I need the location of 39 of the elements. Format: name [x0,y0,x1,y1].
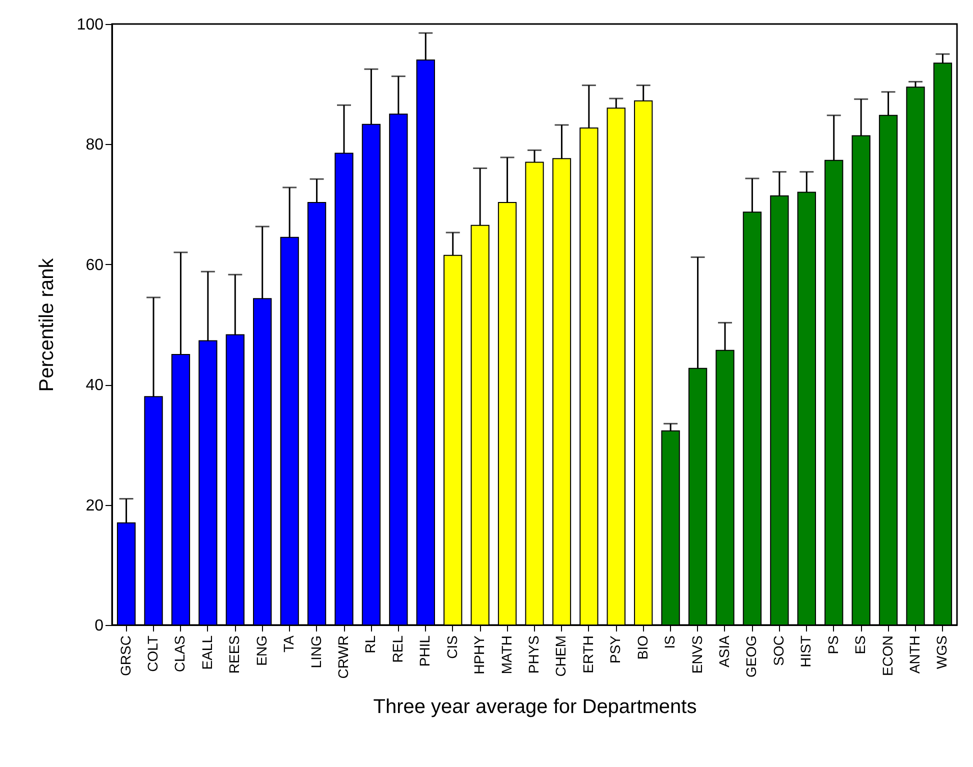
y-tick-label: 80 [86,136,104,154]
x-tick-label: RL [362,635,378,654]
y-tick-label: 20 [86,497,104,514]
x-tick-label: WGS [934,636,950,669]
y-tick-label: 40 [86,377,104,394]
x-tick-label: REES [226,636,242,674]
x-tick-label: ENG [253,636,270,666]
y-axis-title: Percentile rank [36,257,58,392]
x-tick-label: ECON [879,636,896,676]
x-tick-label: CIS [444,636,460,659]
x-tick-label: HPHY [471,634,488,674]
x-tick-label: REL [389,635,406,663]
y-tick-label: 100 [76,16,104,34]
x-tick-label: ES [852,636,868,654]
x-tick-label: IS [662,636,678,649]
x-tick-label: CLAS [172,636,188,672]
x-tick-label: LING [308,636,324,668]
x-tick-label: TA [280,634,297,652]
x-tick-label: MATH [498,636,514,674]
x-axis-title: Three year average for Departments [373,696,697,718]
x-tick-label: ENVS [688,636,705,674]
x-tick-label: SOC [770,636,786,666]
x-tick-label: PHIL [416,635,433,667]
x-tick-label: HIST [798,635,814,668]
x-tick-label: ANTH [906,636,922,674]
y-tick-label: 0 [94,618,104,634]
x-tick-label: GRSC [117,636,134,676]
x-tick-label: COLT [144,635,160,672]
x-tick-label: CRWR [335,636,351,679]
x-tick-label: PSY [607,634,624,664]
x-tick-label: GEOG [743,636,760,678]
x-tick-label: BIO [634,635,650,660]
x-tick-label: ASIA [716,634,732,668]
y-tick-label: 60 [86,256,104,274]
x-tick-label: ERTH [580,636,596,674]
x-tick-label: PHYS [526,636,542,674]
x-tick-label: EALL [198,635,215,670]
x-tick-label: CHEM [552,636,569,677]
x-tick-label: PS [824,636,841,654]
